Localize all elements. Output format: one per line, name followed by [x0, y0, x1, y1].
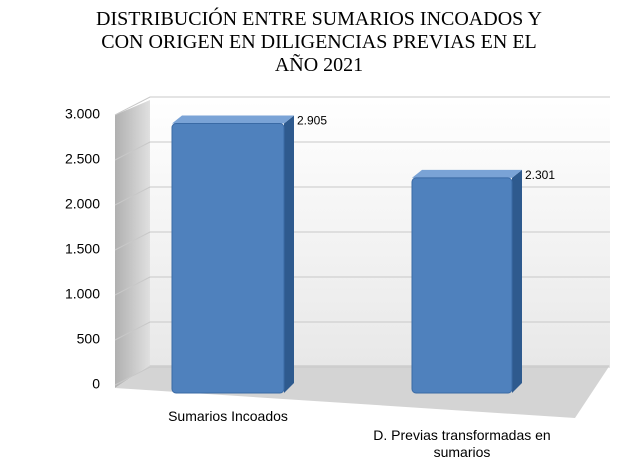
bar-side [284, 115, 294, 394]
bar-group [411, 169, 522, 394]
y-tick-label: 2.500 [65, 151, 100, 167]
y-tick-label: 2.000 [65, 196, 100, 212]
grid-line [114, 96, 610, 116]
bar-group [171, 115, 294, 394]
bar [171, 123, 285, 394]
y-tick-label: 1.500 [65, 241, 100, 257]
y-tick-label: 3.000 [65, 106, 100, 122]
value-label: 2.301 [525, 168, 555, 182]
x-tick-label: Sumarios Incoados [168, 408, 288, 424]
y-tick-label: 500 [77, 331, 101, 347]
y-tick-label: 0 [92, 376, 100, 392]
bar-top [172, 115, 294, 124]
chart-title: DISTRIBUCIÓN ENTRE SUMARIOS INCOADOS Y C… [96, 8, 542, 76]
y-tick-label: 1.000 [65, 286, 100, 302]
value-label: 2.905 [297, 114, 327, 128]
bar [411, 177, 513, 394]
grid-line [114, 141, 610, 161]
x-tick-label: D. Previas transformadas en sumarios [373, 427, 551, 460]
bar-side [512, 169, 522, 393]
bar-top [412, 169, 522, 178]
side-wall [115, 100, 150, 388]
